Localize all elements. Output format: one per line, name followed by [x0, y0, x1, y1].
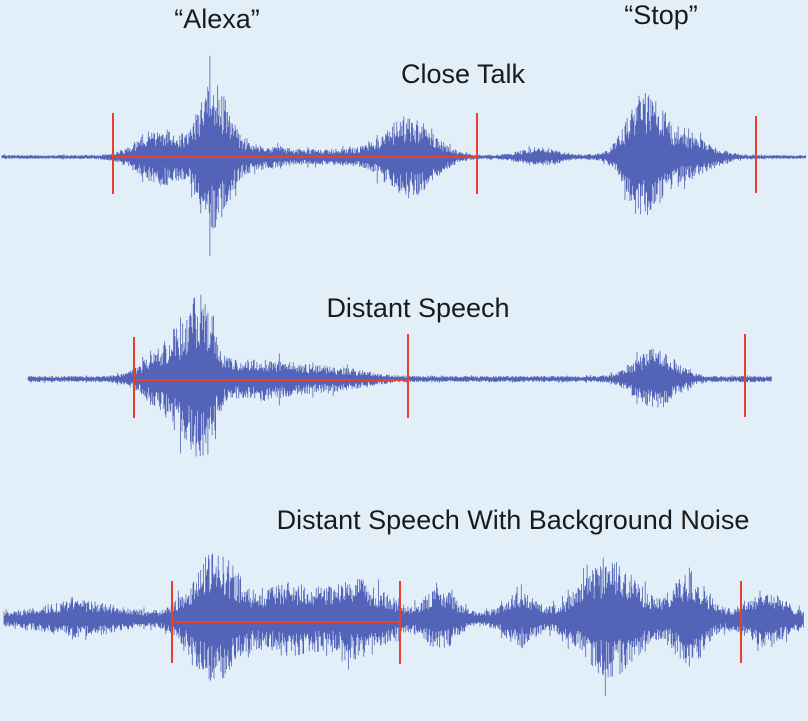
- distant-speech-title: Distant Speech: [326, 293, 509, 323]
- close-talk-markers: [112, 113, 757, 194]
- alexa-word-label: “Alexa”: [174, 4, 260, 34]
- distant-speech-noise-markers: [171, 581, 742, 664]
- distant-speech-waveform: [27, 294, 772, 457]
- close-talk-title: Close Talk: [401, 59, 526, 89]
- distant-speech-markers: [133, 334, 746, 418]
- distant-speech-noise-waveform: [3, 553, 804, 696]
- wave-distant-trace: [27, 294, 772, 457]
- distant-speech-noise-title: Distant Speech With Background Noise: [277, 505, 750, 535]
- stop-word-label: “Stop”: [624, 0, 698, 30]
- wave-noise-trace: [3, 553, 804, 696]
